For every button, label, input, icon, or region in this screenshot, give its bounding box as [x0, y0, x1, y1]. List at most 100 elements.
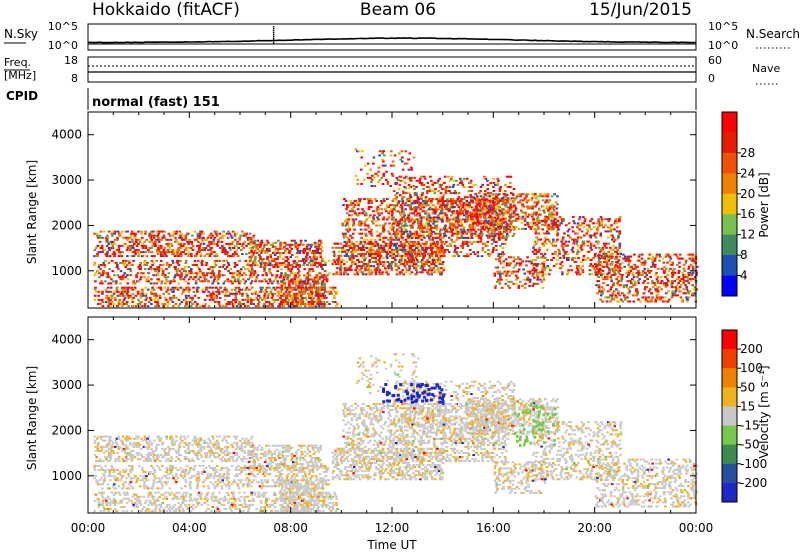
power-cell — [121, 292, 124, 295]
power-cell — [379, 204, 383, 207]
power-cell — [436, 246, 440, 249]
power-cell — [213, 278, 216, 281]
power-cell — [97, 298, 101, 301]
power-cell — [155, 249, 159, 251]
power-cell — [306, 276, 309, 279]
power-cell — [573, 257, 577, 259]
power-cell — [196, 303, 199, 305]
power-cell — [277, 239, 280, 242]
power-cell — [105, 244, 109, 247]
frequency-panel: Freq. [MHz] 18 8 60 0 Nave — [4, 54, 780, 85]
power-cell — [453, 240, 457, 243]
power-cell — [547, 209, 550, 212]
power-cell — [556, 259, 559, 261]
power-cell — [287, 270, 290, 273]
power-cell — [445, 240, 448, 243]
power-cell — [505, 209, 508, 212]
nave-tick-top: 60 — [708, 54, 722, 67]
power-cell — [406, 252, 409, 255]
power-cell — [173, 280, 176, 283]
power-cell — [413, 200, 416, 203]
power-cell — [567, 259, 570, 261]
power-cell — [299, 241, 303, 244]
power-cell — [259, 296, 262, 299]
power-cell — [506, 235, 510, 237]
power-cell — [316, 241, 320, 244]
power-cell — [470, 206, 474, 209]
power-cell — [208, 234, 211, 237]
power-cell — [290, 268, 293, 271]
power-cell — [495, 226, 498, 229]
power-cell — [420, 175, 423, 178]
power-cell — [198, 251, 201, 254]
power-cell — [349, 234, 352, 237]
power-cell — [258, 241, 262, 244]
power-cell — [263, 270, 266, 273]
power-cell — [490, 230, 494, 233]
power-cell — [453, 222, 456, 225]
power-cell — [599, 248, 603, 251]
power-cell — [150, 234, 153, 237]
power-cell — [125, 294, 128, 297]
noise-search-dot — [272, 36, 275, 38]
power-cell — [147, 280, 150, 283]
power-cell — [293, 272, 296, 275]
power-cell — [407, 198, 411, 201]
power-cell — [203, 290, 206, 293]
power-cell — [164, 274, 167, 277]
power-cell — [227, 230, 230, 233]
power-cell — [155, 238, 158, 241]
power-cell — [136, 292, 140, 295]
power-cell — [377, 265, 380, 268]
power-cell — [232, 272, 236, 275]
power-cell — [616, 276, 620, 278]
power-cell — [597, 254, 600, 257]
power-cell — [655, 255, 658, 258]
power-cell — [456, 236, 459, 239]
power-cell — [424, 269, 427, 272]
power-cell — [323, 270, 327, 273]
power-cell — [419, 222, 423, 225]
power-cell — [426, 226, 430, 229]
power-cell — [148, 296, 152, 299]
power-cell — [363, 259, 366, 261]
power-cell — [361, 244, 365, 247]
power-cell — [137, 230, 140, 233]
power-cell — [442, 212, 445, 215]
power-cell — [447, 230, 451, 233]
power-cell — [624, 298, 627, 301]
power-cell — [664, 286, 668, 289]
power-cell — [262, 258, 265, 261]
power-cell — [265, 243, 268, 246]
power-cell — [385, 218, 389, 221]
power-cell — [271, 258, 274, 261]
power-cell — [475, 204, 479, 207]
power-cell — [599, 234, 602, 237]
power-cell — [205, 253, 209, 256]
power-cell — [607, 296, 611, 299]
power-cell — [396, 253, 400, 256]
power-cell — [522, 199, 525, 202]
power-cell — [210, 296, 214, 299]
power-cell — [162, 251, 165, 254]
power-cell — [346, 251, 350, 254]
power-cell — [382, 218, 385, 221]
power-cell — [128, 244, 132, 247]
power-cell — [250, 280, 254, 283]
power-cell — [561, 273, 564, 276]
power-cell — [269, 243, 273, 246]
power-cell — [118, 251, 121, 254]
power-cell — [550, 215, 553, 218]
power-cell — [477, 234, 481, 237]
power-cell — [551, 203, 554, 206]
power-cell — [451, 240, 454, 243]
power-cell — [207, 253, 210, 256]
power-cell — [435, 224, 439, 227]
power-cell — [534, 259, 537, 261]
power-cell — [223, 251, 227, 254]
power-cell — [259, 245, 262, 248]
power-cell — [497, 219, 500, 222]
power-cell — [321, 258, 324, 261]
power-cell — [225, 242, 228, 245]
power-cell — [290, 264, 294, 267]
